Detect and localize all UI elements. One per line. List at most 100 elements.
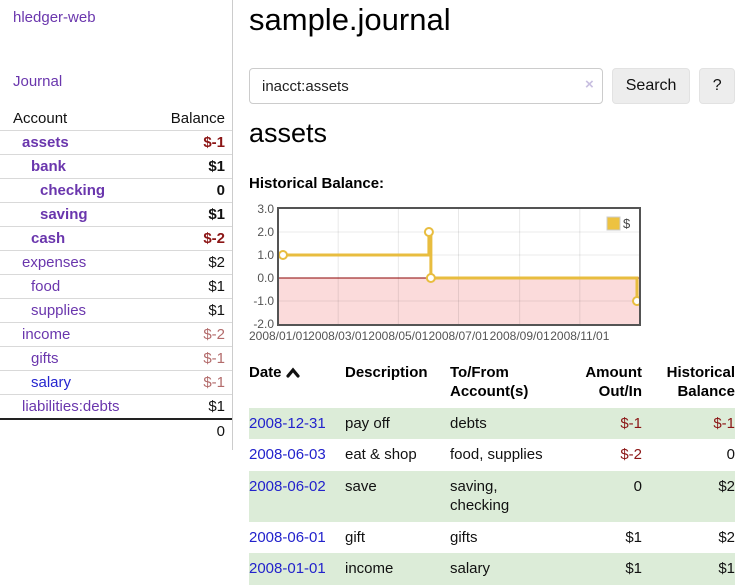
register-row: 2008-06-03 eat & shop food, supplies $-2… [249, 439, 735, 471]
register-row: 2008-06-02 save saving, checking 0 $2 [249, 470, 735, 522]
register-header-date[interactable]: Date [249, 362, 345, 408]
account-balance: $1 [153, 274, 232, 299]
y-axis-tick-label: 1.0 [257, 248, 274, 262]
register-header-row: Date Description To/From Account(s) Amou… [249, 362, 735, 408]
svg-text:$: $ [623, 216, 631, 231]
x-axis-tick-label: 2008/09/01 [489, 329, 550, 343]
register-header-amount: Amount Out/In [585, 364, 642, 400]
x-axis-tick-label: 2008/07/01 [428, 329, 489, 343]
transaction-balance: $1 [718, 560, 735, 577]
account-link-gifts[interactable]: gifts [31, 350, 59, 367]
transaction-date-link[interactable]: 2008-06-02 [249, 477, 326, 495]
account-row-expenses: expenses $2 [0, 250, 232, 275]
account-balance: 0 [153, 178, 232, 203]
transaction-balance: $-1 [713, 414, 735, 432]
account-link-food[interactable]: food [31, 278, 61, 295]
search-form: × Search ? [249, 68, 735, 104]
account-row-assets: assets $-1 [0, 130, 232, 155]
transaction-description: save [345, 477, 377, 495]
transaction-description: eat & shop [345, 446, 417, 463]
clear-search-icon[interactable]: × [585, 76, 594, 93]
transaction-description: pay off [345, 414, 390, 432]
register-row: 2008-01-01 income salary $1 $1 [249, 553, 735, 585]
page-title: sample.journal [249, 2, 451, 37]
accounts-total-value: 0 [153, 418, 232, 446]
search-input[interactable] [249, 68, 603, 104]
chart-plot-area: $ [277, 207, 641, 326]
account-balance: $1 [153, 394, 232, 419]
app-title-link[interactable]: hledger-web [13, 9, 96, 26]
x-axis-tick-label: 2008/01/01 [248, 329, 310, 343]
account-row-gifts: gifts $-1 [0, 346, 232, 371]
transaction-accounts: gifts [450, 528, 478, 546]
search-button[interactable]: Search [611, 68, 691, 104]
account-row-food: food $1 [0, 274, 232, 299]
account-row-salary: salary $-1 [0, 370, 232, 395]
y-axis-tick-label: -1.0 [253, 294, 274, 308]
account-balance: $1 [153, 298, 232, 323]
transaction-date-link[interactable]: 2008-12-31 [249, 414, 326, 432]
accounts-header-balance: Balance [170, 110, 225, 127]
y-axis-tick-label: 0.0 [257, 271, 274, 285]
transaction-accounts: saving, checking [450, 477, 510, 515]
transaction-description: income [345, 560, 394, 577]
sidebar-item-journal[interactable]: Journal [13, 73, 63, 90]
account-heading: assets [249, 118, 328, 148]
transaction-amount: 0 [633, 477, 642, 495]
account-balance: $1 [153, 202, 232, 227]
register-header-description: Description [345, 364, 428, 381]
account-link-expenses[interactable]: expenses [22, 254, 87, 271]
account-balance: $-2 [153, 226, 232, 251]
account-row-supplies: supplies $1 [0, 298, 232, 323]
account-balance: $-1 [153, 346, 232, 371]
transaction-balance: 0 [726, 446, 735, 463]
account-row-cash: cash $-2 [0, 226, 232, 251]
transaction-balance: $2 [718, 528, 735, 546]
transaction-amount: $1 [625, 560, 642, 577]
account-row-bank: bank $1 [0, 154, 232, 179]
account-link-income[interactable]: income [22, 326, 71, 343]
account-link-supplies[interactable]: supplies [31, 302, 87, 319]
account-balance: $2 [153, 250, 232, 275]
account-link-salary[interactable]: salary [31, 374, 72, 391]
account-link-checking[interactable]: checking [40, 182, 106, 199]
transaction-amount: $1 [625, 528, 642, 546]
x-axis-tick-label: 2008/11/01 [550, 329, 610, 343]
register-row: 2008-12-31 pay off debts $-1 $-1 [249, 407, 735, 439]
account-balance: $-2 [153, 322, 232, 347]
y-axis-tick-label: -2.0 [253, 317, 274, 331]
accounts-total-row: 0 [0, 418, 232, 446]
account-row-saving: saving $1 [0, 202, 232, 227]
account-row-liabilities-debts: liabilities:debts $1 [0, 394, 232, 419]
register-row: 2008-06-01 gift gifts $1 $2 [249, 522, 735, 554]
transaction-accounts: food, supplies [450, 446, 543, 463]
account-balance: $-1 [153, 130, 232, 155]
transaction-date-link[interactable]: 2008-01-01 [249, 560, 326, 577]
account-row-checking: checking 0 [0, 178, 232, 203]
account-balance: $-1 [153, 370, 232, 395]
transaction-date-link[interactable]: 2008-06-01 [249, 528, 326, 546]
accounts-header-account: Account [13, 110, 68, 127]
accounts-header-row: Account Balance [0, 107, 232, 131]
main-content: sample.journal × Search ? assets Histori… [249, 0, 735, 585]
transaction-accounts: salary [450, 560, 491, 577]
account-link-liabilities-debts[interactable]: liabilities:debts [22, 398, 120, 415]
transaction-amount: $-1 [620, 414, 642, 432]
account-link-assets[interactable]: assets [22, 134, 69, 151]
account-balance: $1 [153, 154, 232, 179]
help-button[interactable]: ? [699, 68, 735, 104]
register-table: Date Description To/From Account(s) Amou… [249, 362, 735, 585]
transaction-date-link[interactable]: 2008-06-03 [249, 446, 326, 463]
transaction-balance: $2 [718, 477, 735, 495]
balance-chart-svg: $ [279, 209, 639, 324]
y-axis-tick-label: 2.0 [257, 225, 274, 239]
transaction-amount: $-2 [620, 446, 642, 463]
account-link-saving[interactable]: saving [40, 206, 88, 223]
account-link-cash[interactable]: cash [31, 230, 66, 247]
account-link-bank[interactable]: bank [31, 158, 67, 175]
chart-title: Historical Balance: [249, 175, 385, 192]
register-header-accounts: To/From Account(s) [450, 364, 529, 400]
x-axis-tick-label: 2008/05/01 [368, 329, 429, 343]
transaction-description: gift [345, 528, 366, 546]
search-box: × [249, 68, 603, 104]
